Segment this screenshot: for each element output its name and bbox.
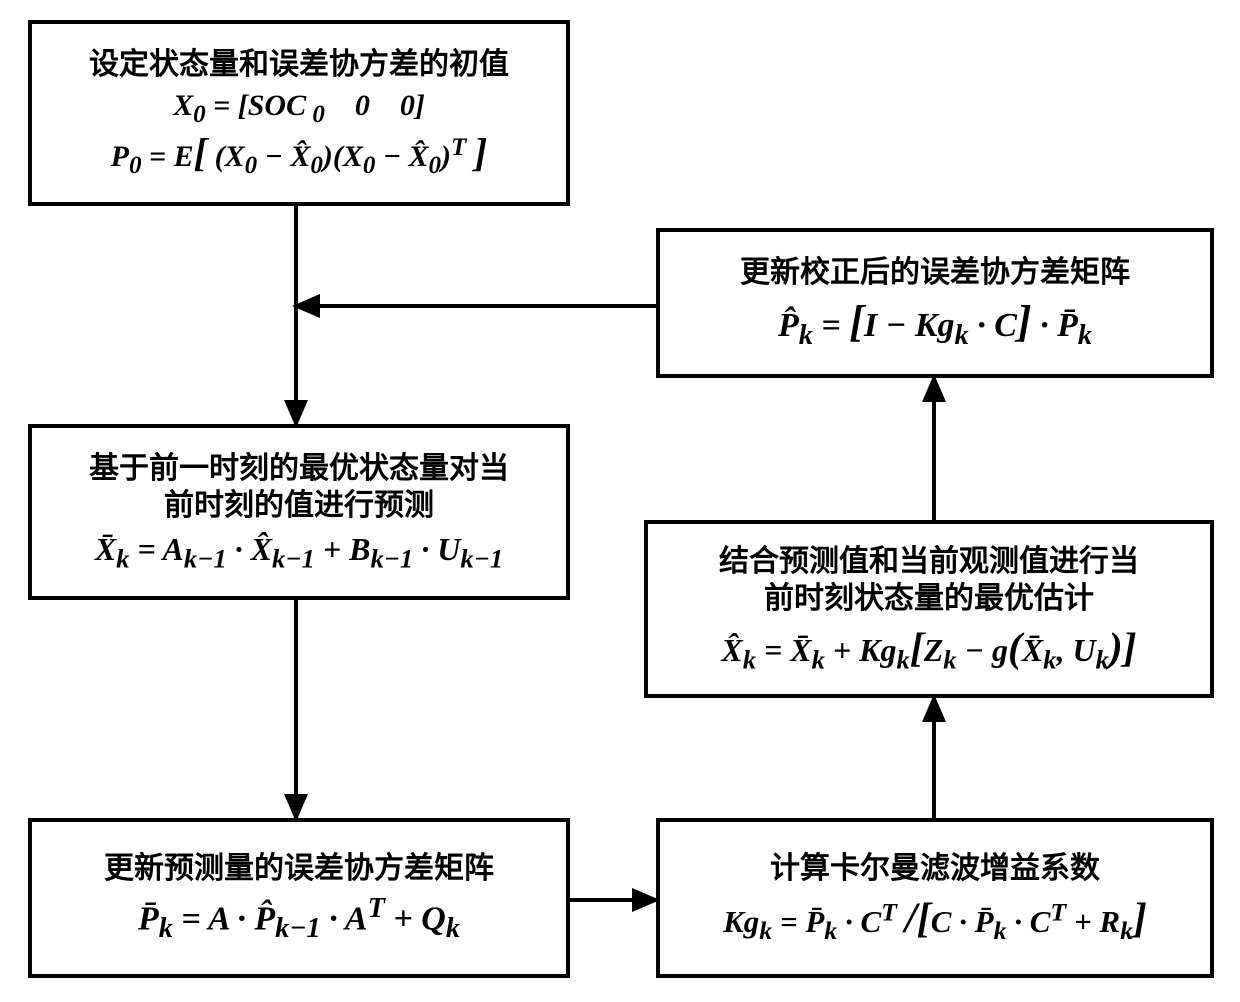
flowchart-canvas: 设定状态量和误差协方差的初值 X0 = [SOC 0 0 0]P0 = E[ (X… [0,0,1240,1002]
node-init-title: 设定状态量和误差协方差的初值 [89,46,509,84]
node-init-formula: X0 = [SOC 0 0 0]P0 = E[ (X0 − X̂0)(X0 − … [111,89,488,181]
node-predict-state-title: 基于前一时刻的最优状态量对当 前时刻的值进行预测 [89,450,509,525]
node-update-state-title: 结合预测值和当前观测值进行当 前时刻状态量的最优估计 [719,543,1139,618]
edge-e6 [296,306,656,424]
node-predict-cov-formula: P̄k = A · P̂k−1 · AT + Qk [138,893,460,946]
node-kalman-gain-title: 计算卡尔曼滤波增益系数 [770,850,1100,888]
node-predict-cov-title: 更新预测量的误差协方差矩阵 [104,850,494,888]
node-kalman-gain: 计算卡尔曼滤波增益系数 Kgk = P̄k · CT /[C · P̄k · CT… [656,818,1214,978]
node-predict-cov: 更新预测量的误差协方差矩阵 P̄k = A · P̂k−1 · AT + Qk [28,818,570,978]
node-predict-state: 基于前一时刻的最优状态量对当 前时刻的值进行预测 X̄k = Ak−1 · X̂k… [28,424,570,600]
node-kalman-gain-formula: Kgk = P̄k · CT /[C · P̄k · CT + Rk] [723,894,1147,946]
node-init: 设定状态量和误差协方差的初值 X0 = [SOC 0 0 0]P0 = E[ (X… [28,20,570,206]
node-predict-state-formula: X̄k = Ak−1 · X̂k−1 + Bk−1 · Uk−1 [95,531,503,574]
node-update-state-formula: X̂k = X̄k + Kgk[Zk − g(X̄k, Uk)] [721,624,1136,675]
node-update-cov-title: 更新校正后的误差协方差矩阵 [740,254,1130,292]
node-update-state: 结合预测值和当前观测值进行当 前时刻状态量的最优估计 X̂k = X̄k + Kg… [644,520,1214,698]
node-update-cov-formula: P̂k = [I − Kgk · C] · P̄k [778,297,1092,352]
node-update-cov: 更新校正后的误差协方差矩阵 P̂k = [I − Kgk · C] · P̄k [656,228,1214,378]
